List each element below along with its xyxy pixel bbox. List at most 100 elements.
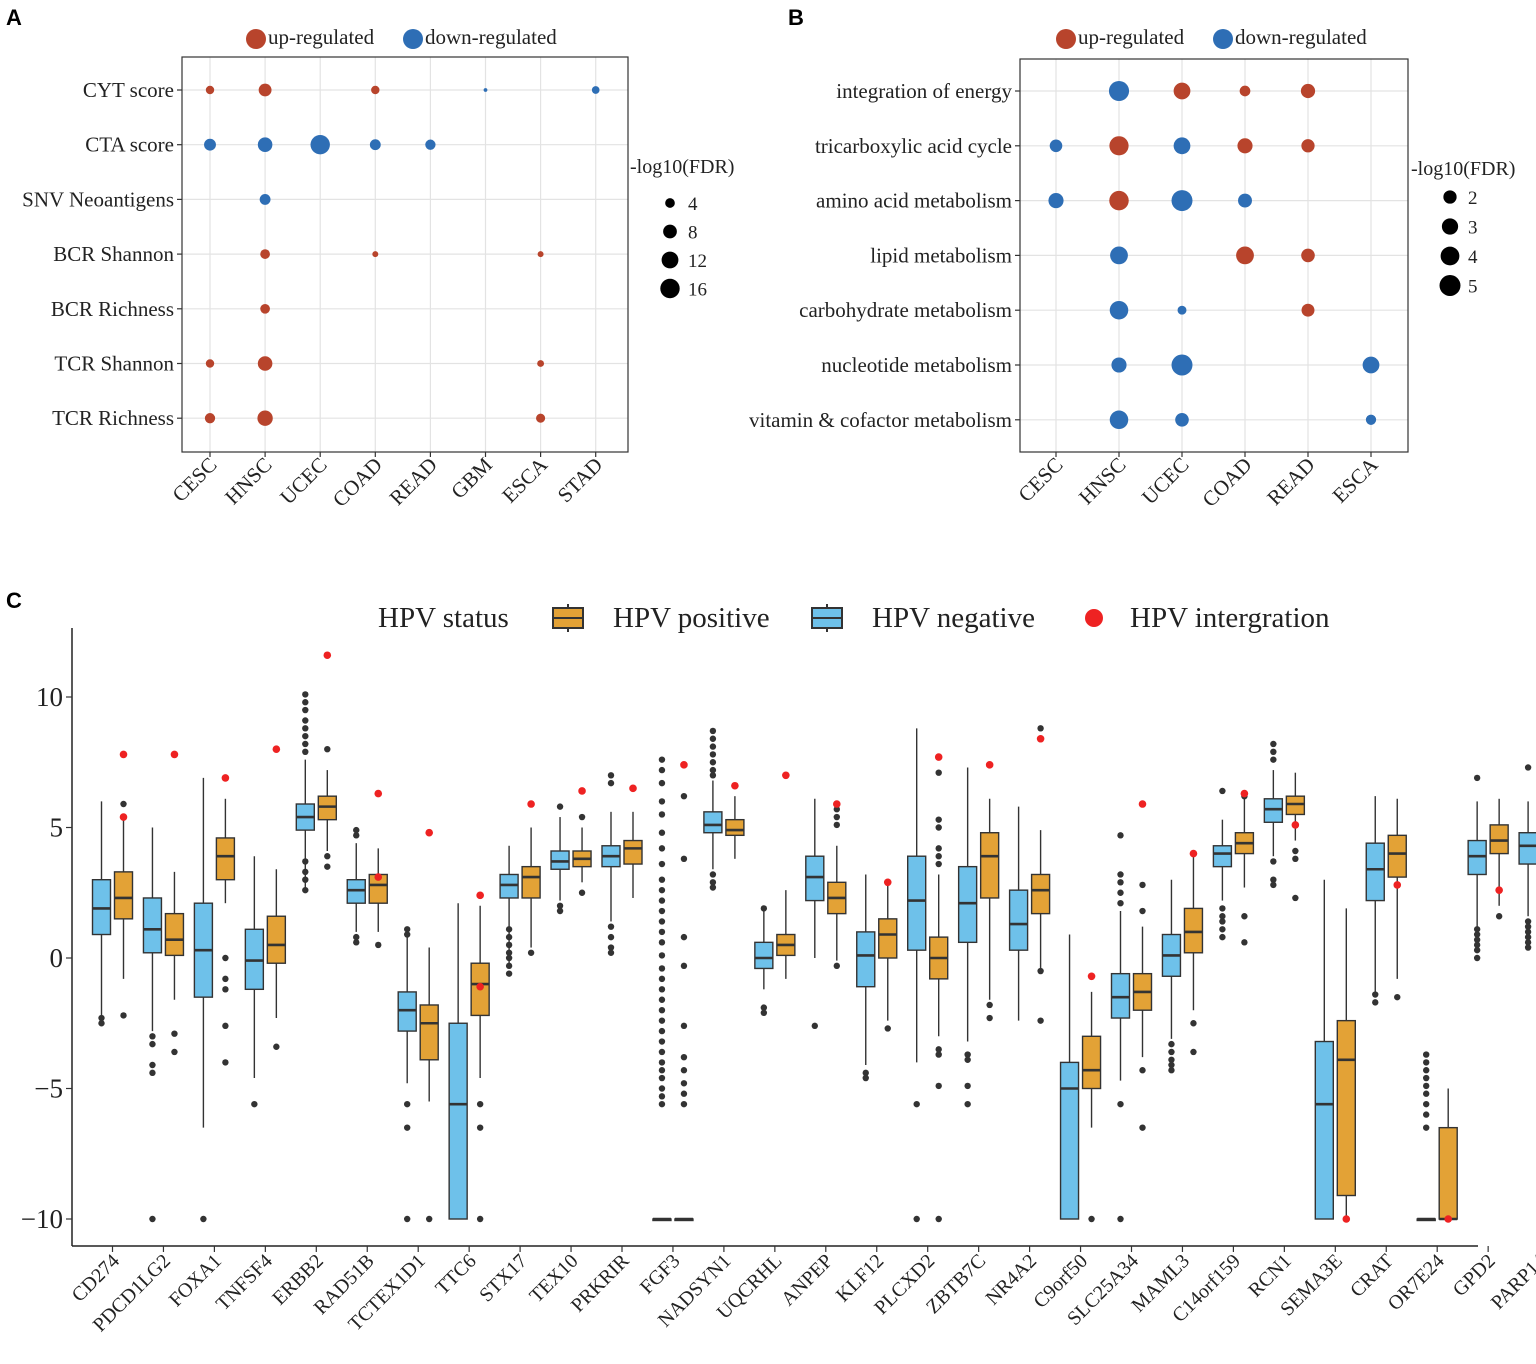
outlier-hpv-negative	[964, 1082, 971, 1090]
outlier-hpv-positive	[833, 806, 840, 813]
dot-up	[205, 85, 215, 95]
row-label: amino acid metabolism	[816, 189, 1012, 213]
outlier-hpv-negative	[1473, 774, 1481, 782]
outlier-hpv-negative	[1473, 946, 1481, 954]
outlier-hpv-positive	[1241, 913, 1248, 920]
hpv-integration-point	[272, 745, 281, 753]
row-label: BCR Richness	[51, 297, 174, 321]
outlier-hpv-negative	[302, 691, 309, 698]
outlier-hpv-negative	[404, 926, 411, 933]
outlier-hpv-negative	[1270, 756, 1277, 763]
size-legend-label: 5	[1468, 277, 1478, 298]
hpv-integration-point	[1291, 821, 1300, 829]
panel-b-col-labels: CESC HNSC UCEC COAD READ ESCA	[1013, 452, 1383, 512]
panel-c-box-plot: HPV status HPV positive HPV negative HPV…	[21, 602, 1536, 1336]
outlier-hpv-positive	[986, 1001, 993, 1009]
outlier-hpv-positive	[1292, 894, 1299, 902]
outlier-hpv-negative	[1423, 1082, 1430, 1090]
outlier-hpv-positive	[273, 1043, 280, 1050]
box-hpv-positive	[419, 947, 439, 1102]
box-iqr	[91, 879, 112, 936]
outlier-hpv-negative	[556, 803, 564, 810]
dot-down	[259, 193, 271, 205]
dot-down	[1362, 356, 1380, 374]
outlier-hpv-negative	[302, 725, 309, 732]
box-iqr	[142, 897, 163, 954]
row-label: integration of energy	[836, 79, 1012, 103]
row-label: TCR Richness	[52, 406, 174, 430]
outlier-hpv-positive	[833, 962, 840, 970]
hpv-integration-point	[629, 784, 637, 793]
box-iqr	[244, 928, 265, 991]
hpv-integration-point	[527, 800, 535, 808]
dot-up	[1301, 303, 1315, 317]
outlier-hpv-negative	[1168, 1067, 1175, 1074]
outlier-hpv-negative	[1168, 1048, 1175, 1056]
outlier-hpv-negative	[1117, 1100, 1124, 1108]
outlier-hpv-positive	[1139, 1067, 1146, 1074]
size-legend-dot	[660, 278, 680, 299]
outlier-hpv-positive	[578, 889, 586, 896]
row-label: lipid metabolism	[870, 243, 1012, 267]
box-hpv-positive	[725, 796, 745, 859]
box-hpv-negative	[1212, 819, 1233, 901]
outlier-hpv-positive	[1088, 1215, 1095, 1223]
dot-down	[1111, 357, 1127, 373]
size-legend-label: 16	[688, 280, 707, 301]
hpv-integration-point	[1138, 800, 1147, 808]
outlier-hpv-negative	[658, 798, 666, 805]
dot-down	[1109, 410, 1129, 430]
outlier-hpv-negative	[964, 1056, 971, 1063]
box-iqr	[550, 850, 570, 870]
outlier-hpv-negative	[1219, 905, 1226, 912]
outlier-hpv-positive	[1292, 847, 1299, 855]
gene-label: OR7E24	[1384, 1250, 1449, 1315]
panel-b-row-labels: integration of energy tricarboxylic acid …	[749, 79, 1020, 432]
box-iqr	[878, 918, 898, 959]
outlier-hpv-negative	[658, 1067, 666, 1074]
legend-c-neg-label: HPV negative	[872, 602, 1035, 634]
box-hpv-positive	[776, 890, 796, 979]
outlier-hpv-negative	[1270, 740, 1277, 748]
row-label: BCR Shannon	[53, 242, 174, 266]
dot-up	[536, 413, 546, 423]
col-label: UCEC	[1137, 453, 1194, 510]
outlier-hpv-negative	[658, 1038, 666, 1045]
outlier-hpv-negative	[658, 1007, 666, 1014]
outlier-hpv-positive	[476, 1124, 484, 1131]
dot-up	[537, 360, 545, 367]
y-tick-label: 0	[50, 943, 64, 973]
row-label: nucleotide metabolism	[821, 353, 1012, 377]
panel-c-legend: HPV status HPV positive HPV negative HPV…	[378, 602, 1330, 634]
outlier-hpv-positive	[222, 975, 229, 983]
box-hpv-positive	[113, 814, 134, 979]
box-iqr	[1183, 907, 1204, 954]
dot-up	[371, 85, 380, 95]
outlier-hpv-negative	[353, 826, 360, 834]
outlier-hpv-negative	[302, 876, 309, 883]
outlier-hpv-negative	[760, 1009, 768, 1017]
hpv-integration-point	[119, 750, 128, 759]
outlier-hpv-negative	[251, 1100, 258, 1108]
box-hpv-positive	[1438, 1088, 1458, 1221]
row-label: carbohydrate metabolism	[799, 298, 1012, 322]
box-iqr	[1387, 834, 1407, 878]
col-label: HNSC	[1074, 453, 1131, 510]
hpv-integration-point	[680, 761, 688, 769]
outlier-hpv-negative	[811, 1022, 818, 1030]
size-legend-dot	[1443, 190, 1457, 204]
outlier-hpv-negative	[1423, 1051, 1430, 1058]
gene-label: TTC6	[431, 1250, 480, 1299]
outlier-hpv-negative	[607, 933, 615, 941]
panel-b-points	[1048, 80, 1380, 430]
box-iqr	[113, 871, 134, 920]
box-hpv-negative	[499, 845, 519, 969]
box-iqr	[1467, 839, 1487, 876]
gene-label: TNFSF4	[212, 1250, 277, 1315]
y-tick-label: −5	[34, 1074, 63, 1104]
outlier-hpv-negative	[658, 897, 666, 904]
outlier-hpv-negative	[709, 879, 717, 886]
box-hpv-positive	[1183, 856, 1204, 1011]
box-hpv-negative	[142, 827, 163, 1032]
